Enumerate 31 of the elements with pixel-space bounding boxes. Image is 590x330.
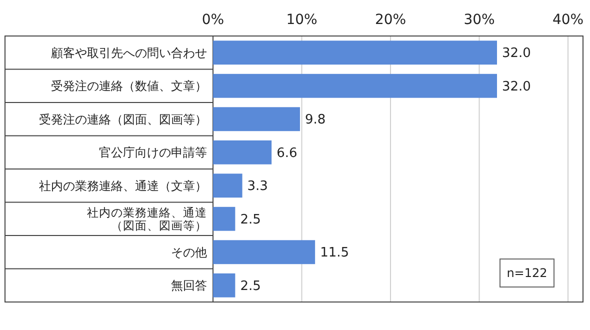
annotation: n=122	[506, 266, 548, 280]
data-label: 2.5	[240, 278, 261, 294]
note-box: n=122	[500, 258, 554, 288]
bar	[213, 140, 272, 164]
y-tick-label: 顧客や取引先への問い合わせ	[51, 46, 207, 60]
bar	[213, 40, 497, 65]
bar	[213, 206, 236, 231]
data-label: 11.5	[320, 246, 350, 261]
y-tick-label: 受発注の連絡（数値、文章）	[51, 79, 207, 94]
x-tick-label: 0%	[202, 12, 224, 28]
y-tick-label: 無回答	[171, 278, 207, 293]
x-tick-label: 30%	[464, 12, 495, 28]
y-tick-label: 社内の業務連絡、通達（図面、図画等）	[87, 205, 207, 232]
data-label: 9.8	[304, 112, 326, 128]
bar	[213, 174, 242, 198]
data-label: 2.5	[240, 212, 261, 228]
y-tick-label: その他	[171, 245, 207, 260]
data-label: 32.0	[502, 46, 531, 62]
x-tick-label: 40%	[552, 12, 584, 28]
data-label: 3.3	[247, 179, 268, 194]
y-tick-label: 官公庁向けの申請等	[99, 146, 207, 160]
bar	[213, 240, 316, 264]
data-label: 32.0	[502, 79, 531, 94]
bar	[213, 273, 236, 298]
x-tick-label: 20%	[374, 12, 406, 28]
bar	[213, 107, 300, 132]
bar	[213, 74, 497, 98]
y-tick-label: 受発注の連絡（図面、図画等）	[39, 112, 207, 126]
y-tick-label: 社内の業務連絡、通達（文章）	[39, 178, 207, 193]
data-label: 6.6	[276, 146, 298, 161]
x-tick-label: 10%	[286, 12, 318, 28]
